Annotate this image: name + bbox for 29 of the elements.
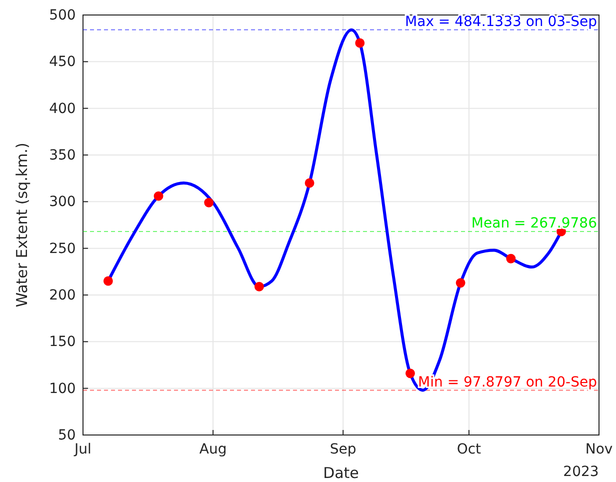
y-tick-label: 200 — [49, 287, 76, 304]
point — [103, 276, 113, 286]
x-tick-label: Sep — [330, 441, 356, 458]
point — [355, 38, 365, 48]
y-tick-label: 400 — [49, 100, 76, 117]
x-tick-label: Nov — [585, 441, 613, 458]
y-tick-label: 150 — [49, 334, 76, 350]
y-axis-title: Water Extent (sq.km.) — [13, 142, 31, 308]
y-tick-label: 50 — [58, 427, 76, 444]
x-tick-label: Oct — [456, 441, 482, 458]
y-tick-label: 500 — [49, 7, 76, 24]
y-tick-label: 300 — [49, 194, 76, 210]
y-tick-label: 350 — [49, 147, 76, 164]
point — [204, 198, 214, 208]
point — [406, 368, 415, 378]
y-tick-label: 100 — [49, 380, 76, 397]
x-axis-title: Date — [323, 464, 359, 482]
point — [154, 191, 164, 201]
y-tick-label: 250 — [49, 240, 76, 257]
point — [254, 282, 264, 292]
point — [456, 278, 466, 288]
y-tick-label: 450 — [49, 54, 76, 70]
point — [506, 254, 516, 264]
ref-line-label: Max = 484.1333 on 03-Sep — [405, 14, 598, 30]
text: 2023 — [563, 464, 599, 480]
x-tick-label: Jul — [74, 441, 92, 458]
ref-line-label: Mean = 267.9786 — [471, 216, 598, 232]
x-tick-label: Aug — [199, 441, 227, 458]
point — [304, 178, 314, 188]
